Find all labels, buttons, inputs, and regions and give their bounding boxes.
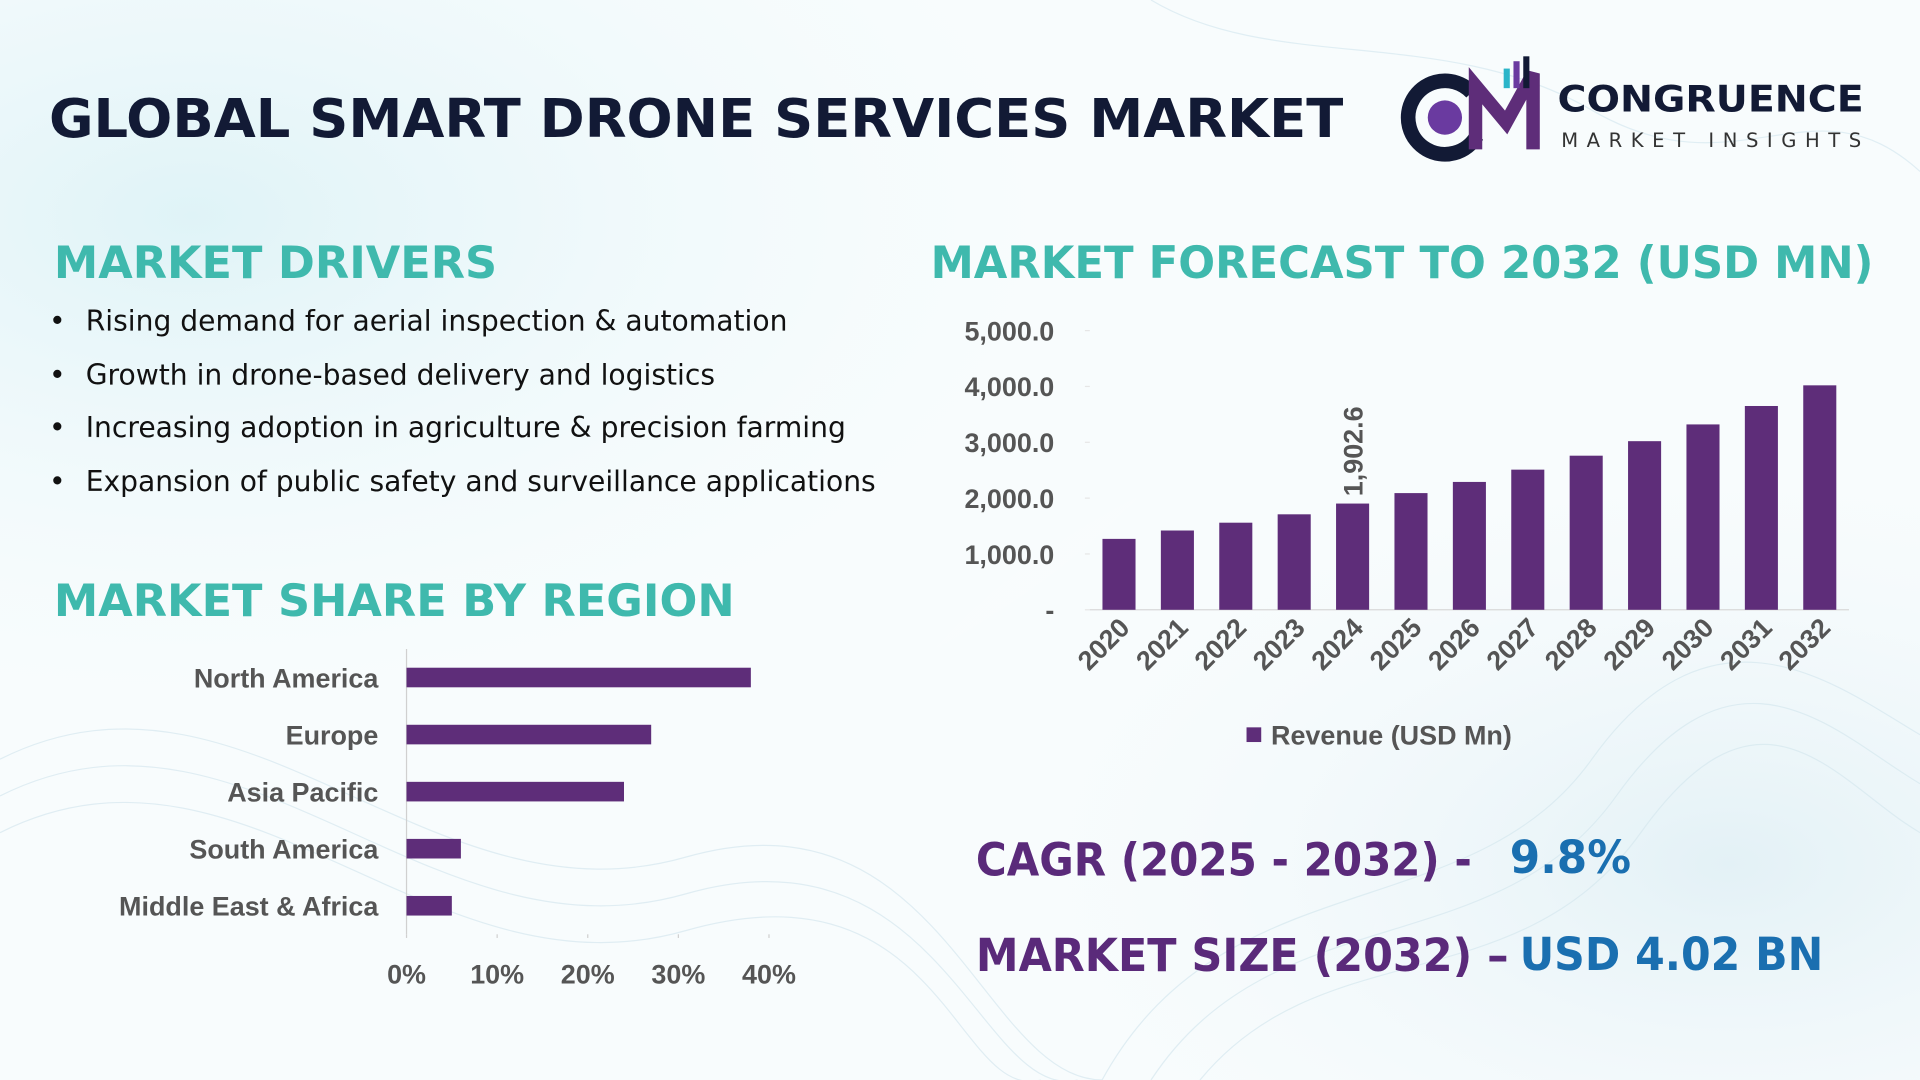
bar <box>406 667 751 688</box>
bar <box>1569 455 1603 610</box>
y-tick-label: Middle East & Africa <box>119 892 379 922</box>
bar <box>1628 441 1662 610</box>
y-tick-label: South America <box>189 834 379 864</box>
cagr-value: 9.8% <box>1510 831 1631 884</box>
x-tick-label: 30% <box>651 959 705 989</box>
cagr-label: CAGR (2025 - 2032) - <box>976 834 1472 887</box>
driver-item: Expansion of public safety and surveilla… <box>49 456 916 509</box>
bar <box>406 781 624 802</box>
y-tick-label: 5,000.0 <box>964 316 1054 346</box>
bar <box>1744 405 1778 610</box>
bar <box>406 895 452 916</box>
y-tick-label: 1,000.0 <box>964 540 1054 570</box>
x-tick-label: 10% <box>470 959 524 989</box>
logo-name: CONGRUENCE <box>1558 77 1864 120</box>
x-tick-label: 20% <box>561 959 615 989</box>
logo-globe <box>1427 100 1463 135</box>
drivers-list: Rising demand for aerial inspection & au… <box>44 296 916 509</box>
chart-title: MARKET SHARE BY REGION <box>54 576 735 627</box>
y-tick-label: Europe <box>286 720 379 750</box>
y-tick-label: 2,000.0 <box>964 484 1054 514</box>
data-label: 1,902.6 <box>1338 406 1368 496</box>
logo-bar <box>1523 56 1530 89</box>
bar <box>406 724 652 745</box>
logo: CONGRUENCE MARKET INSIGHTS <box>1400 56 1864 162</box>
bar <box>1686 424 1720 610</box>
logo-bar <box>1503 68 1510 89</box>
y-tick-label: - <box>1045 596 1054 626</box>
y-tick-label: North America <box>194 663 380 693</box>
size-value: USD 4.02 BN <box>1520 928 1824 981</box>
size-label: MARKET SIZE (2032) – <box>976 929 1509 982</box>
bar <box>1511 469 1545 610</box>
driver-item: Increasing adoption in agriculture & pre… <box>49 403 916 456</box>
legend-swatch <box>1246 727 1262 743</box>
bar <box>1394 493 1428 610</box>
drivers-box: Rising demand for aerial inspection & au… <box>44 296 916 565</box>
y-tick-label: 3,000.0 <box>964 428 1054 458</box>
y-tick-label: 4,000.0 <box>964 372 1054 402</box>
driver-item: Growth in drone-based delivery and logis… <box>49 350 916 403</box>
bar <box>1803 385 1837 610</box>
bar <box>1219 522 1253 610</box>
logo-m <box>1468 67 1540 150</box>
bar <box>1452 481 1486 610</box>
bar <box>1277 514 1311 610</box>
section-heading: MARKET DRIVERS <box>54 238 497 289</box>
driver-item: Rising demand for aerial inspection & au… <box>49 296 916 349</box>
chart-title: MARKET FORECAST TO 2032 (USD MN) <box>931 238 1874 289</box>
x-tick-label: 0% <box>387 959 426 989</box>
bar <box>406 838 461 859</box>
bar <box>1336 503 1370 610</box>
x-tick-label: 40% <box>742 959 796 989</box>
bar <box>1160 530 1194 610</box>
logo-bar <box>1513 61 1520 89</box>
y-tick-label: Asia Pacific <box>227 777 378 807</box>
logo-tagline: MARKET INSIGHTS <box>1561 129 1861 152</box>
bar <box>1102 538 1136 610</box>
legend-label: Revenue (USD Mn) <box>1271 720 1512 750</box>
page-title: GLOBAL SMART DRONE SERVICES MARKET <box>49 87 1344 150</box>
